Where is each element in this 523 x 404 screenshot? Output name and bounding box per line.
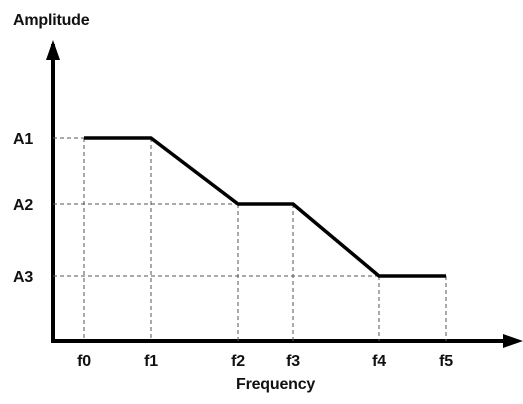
x-tick-label-f1: f1 (144, 353, 158, 370)
x-tick-label-f4: f4 (372, 353, 386, 370)
y-axis-label: Amplitude (13, 12, 90, 29)
y-tick-label-A2: A2 (13, 197, 33, 214)
x-axis-arrowhead (503, 334, 523, 348)
y-tick-label-A3: A3 (13, 269, 33, 286)
x-tick-label-f3: f3 (286, 353, 300, 370)
x-axis-label: Frequency (236, 376, 315, 393)
y-axis-arrowhead (46, 40, 60, 60)
y-tick-label-A1: A1 (13, 131, 33, 148)
series-line (84, 136, 446, 278)
x-tick-label-f0: f0 (77, 353, 91, 370)
x-tick-label-f5: f5 (439, 353, 453, 370)
x-tick-label-f2: f2 (231, 353, 245, 370)
